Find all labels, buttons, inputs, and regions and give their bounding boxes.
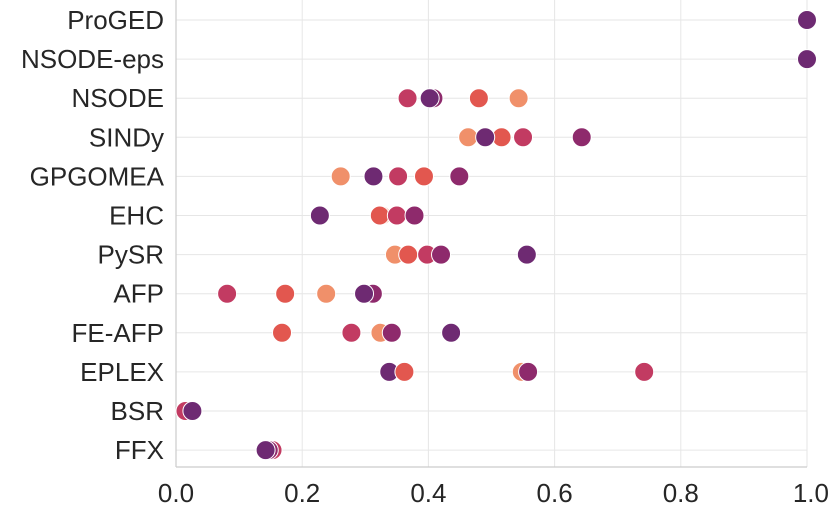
y-tick-label: NSODE — [72, 83, 164, 113]
y-tick-label: PySR — [98, 240, 164, 270]
data-point-sindy — [475, 127, 496, 148]
data-points — [175, 10, 817, 461]
data-point-fe-afp — [441, 322, 462, 343]
data-point-ehc — [309, 205, 330, 226]
data-point-sindy — [513, 127, 534, 148]
x-tick-label: 0.2 — [284, 478, 320, 507]
data-point-gpgomea — [388, 166, 409, 187]
x-tick-label: 0.4 — [410, 478, 446, 507]
data-point-sindy — [571, 127, 592, 148]
data-point-pysr — [398, 244, 419, 265]
data-point-bsr — [182, 401, 203, 421]
data-point-gpgomea — [413, 166, 434, 187]
data-point-proged — [797, 10, 817, 30]
data-point-pysr — [516, 244, 537, 265]
x-tick-label: 0.6 — [537, 478, 573, 507]
data-point-nsode-eps — [797, 49, 817, 70]
x-tick-label: 0.0 — [158, 478, 194, 507]
data-point-eplex — [634, 361, 655, 382]
x-tick-label: 1.0 — [793, 478, 829, 507]
y-tick-label: SINDy — [89, 122, 164, 152]
data-point-nsode — [508, 88, 529, 109]
data-point-gpgomea — [363, 166, 384, 187]
data-point-fe-afp — [341, 322, 362, 343]
data-point-nsode — [419, 88, 440, 109]
y-tick-label: EPLEX — [80, 357, 164, 387]
x-tick-label: 0.8 — [663, 478, 699, 507]
axes — [175, 0, 807, 468]
data-point-fe-afp — [381, 322, 402, 343]
data-point-eplex — [394, 361, 415, 382]
y-tick-label: NSODE-eps — [21, 44, 164, 74]
data-point-gpgomea — [449, 166, 470, 187]
data-point-ehc — [404, 205, 425, 226]
data-point-ehc — [369, 205, 390, 226]
data-point-gpgomea — [330, 166, 351, 187]
data-point-nsode — [468, 88, 489, 109]
grid — [175, 0, 808, 467]
data-point-afp — [217, 283, 238, 304]
data-point-ffx — [255, 440, 276, 461]
x-tick-labels: 0.0 0.2 0.4 0.6 0.8 1.0 — [158, 478, 829, 507]
data-point-fe-afp — [272, 322, 293, 343]
y-tick-label: AFP — [113, 279, 164, 309]
y-tick-label: FFX — [115, 435, 164, 465]
y-tick-label: GPGOMEA — [30, 161, 165, 191]
y-tick-label: ProGED — [67, 5, 164, 35]
y-tick-labels: ProGED NSODE-eps NSODE SINDy GPGOMEA EHC PySR A… — [21, 5, 165, 465]
data-point-pysr — [431, 244, 452, 265]
data-point-afp — [275, 283, 296, 304]
data-point-afp — [354, 283, 375, 304]
y-tick-label: FE-AFP — [72, 318, 164, 348]
data-point-nsode — [397, 88, 418, 109]
data-point-afp — [316, 283, 337, 304]
y-tick-label: BSR — [111, 396, 164, 426]
data-point-ehc — [386, 205, 407, 226]
y-tick-label: EHC — [109, 201, 164, 231]
data-point-sindy — [458, 127, 479, 148]
data-point-eplex — [518, 361, 539, 382]
